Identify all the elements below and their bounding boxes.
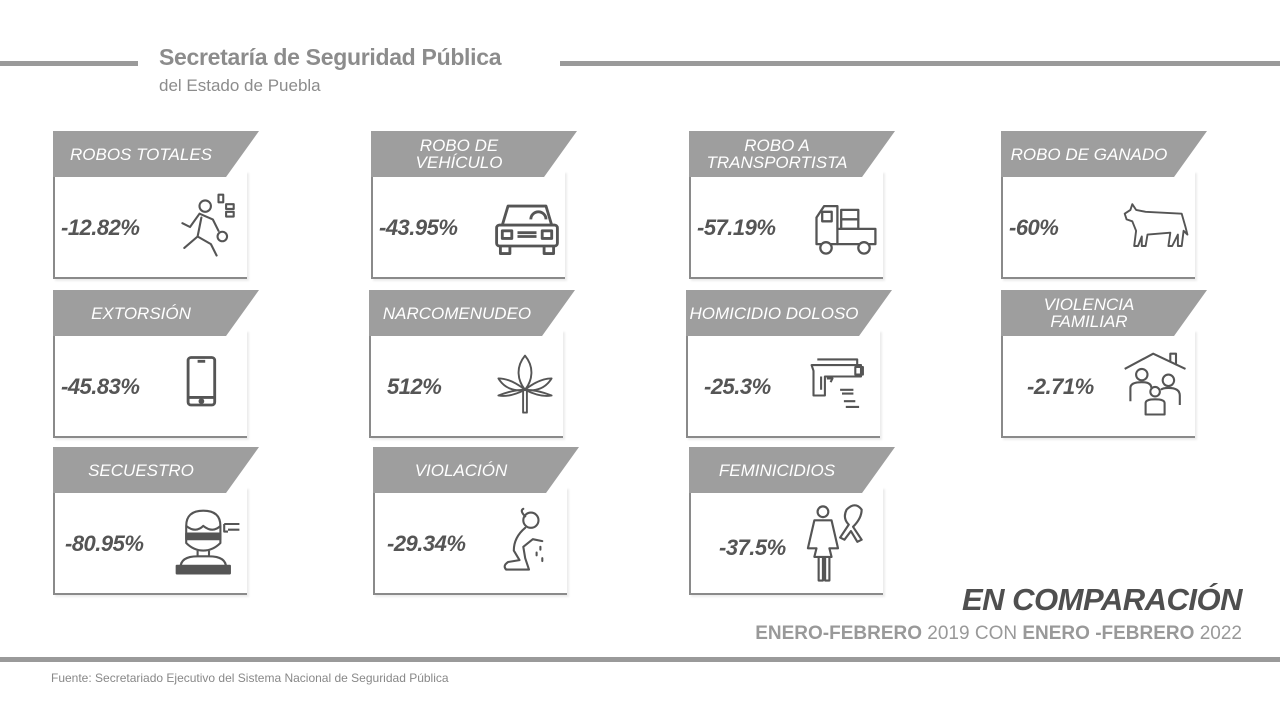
card-header: SECUESTRO (53, 447, 259, 493)
card-body (689, 171, 883, 279)
page-title: Secretaría de Seguridad Pública (159, 44, 502, 70)
stat-card-violacion: VIOLACIÓN -29.34% (373, 447, 579, 597)
period1-months: ENERO-FEBRERO (755, 623, 922, 644)
stat-card-violencia-familiar: VIOLENCIA FAMILIAR -2.71% (1001, 290, 1207, 440)
card-value: -57.19% (697, 215, 776, 240)
card-body (369, 330, 563, 438)
pistol-icon (804, 348, 880, 424)
card-value: -12.82% (61, 215, 140, 240)
stat-card-extorsion: EXTORSIÓN -45.83% (53, 290, 259, 440)
card-label: ROBOS TOTALES (69, 144, 213, 164)
stat-card-narcomenudeo: NARCOMENUDEO 512% (369, 290, 575, 440)
card-header: FEMINICIDIOS (689, 447, 895, 493)
card-label: FEMINICIDIOS (718, 460, 836, 480)
card-label: EXTORSIÓN (91, 303, 191, 323)
kidnapped-person-icon (171, 505, 247, 581)
period2-year: 2022 (1199, 623, 1242, 644)
stat-card-robo-transportista: ROBO A TRANSPORTISTA -57.19% (689, 131, 895, 281)
stat-card-secuestro: SECUESTRO -80.95% (53, 447, 259, 597)
card-value: -29.34% (387, 531, 466, 556)
stat-card-feminicidios: FEMINICIDIOS -37.5% (689, 447, 895, 597)
card-label: VIOLENCIA FAMILIAR (1043, 295, 1135, 331)
card-body (1001, 330, 1195, 438)
page-subtitle: del Estado de Puebla (159, 76, 321, 95)
card-label: ROBO DE VEHÍCULO (415, 136, 503, 172)
card-body (53, 487, 247, 595)
kneeling-crying-person-icon (491, 505, 567, 581)
running-thief-icon (171, 189, 247, 265)
card-header: HOMICIDIO DOLOSO (686, 290, 892, 336)
card-header: EXTORSIÓN (53, 290, 259, 336)
card-value: -45.83% (61, 374, 140, 399)
card-value: -43.95% (379, 215, 458, 240)
card-header: ROBOS TOTALES (53, 131, 259, 177)
period1-year: 2019 (927, 623, 970, 644)
family-house-icon (1119, 348, 1195, 424)
card-value: 512% (387, 374, 442, 399)
card-body (1001, 171, 1195, 279)
period-connector: CON (974, 623, 1018, 644)
card-value: -80.95% (65, 531, 144, 556)
card-label: HOMICIDIO DOLOSO (689, 303, 859, 323)
card-label: VIOLACIÓN (414, 460, 508, 480)
card-value: -37.5% (719, 535, 786, 560)
smartphone-icon (171, 348, 247, 424)
stat-card-robo-vehiculo: ROBO DE VEHÍCULO -43.95% (371, 131, 577, 281)
card-header: NARCOMENUDEO (369, 290, 575, 336)
card-value: -60% (1009, 215, 1059, 240)
stat-card-homicidio-doloso: HOMICIDIO DOLOSO -25.3% (686, 290, 892, 440)
stat-card-robos-totales: ROBOS TOTALES -12.82% (53, 131, 259, 281)
card-header: VIOLACIÓN (373, 447, 579, 493)
comparison-title: EN COMPARACIÓN (961, 582, 1243, 617)
comparison-period: ENERO-FEBRERO 2019 CON ENERO -FEBRERO 20… (755, 623, 1242, 645)
source-footnote: Fuente: Secretariado Ejecutivo del Siste… (51, 671, 449, 685)
top-rule-right (560, 61, 1280, 66)
stat-card-robo-ganado: ROBO DE GANADO -60% (1001, 131, 1207, 281)
card-value: -2.71% (1027, 374, 1094, 399)
woman-ribbon-icon (795, 501, 881, 587)
truck-icon (807, 189, 883, 265)
card-label: NARCOMENUDEO (382, 303, 532, 323)
cow-icon (1119, 189, 1195, 265)
card-value: -25.3% (704, 374, 771, 399)
card-header: VIOLENCIA FAMILIAR (1001, 290, 1207, 336)
card-label: SECUESTRO (88, 460, 194, 480)
period2-months: ENERO -FEBRERO (1022, 623, 1195, 644)
card-body (686, 330, 880, 438)
card-body (689, 487, 883, 595)
card-header: ROBO DE VEHÍCULO (371, 131, 577, 177)
card-header: ROBO A TRANSPORTISTA (689, 131, 895, 177)
car-icon (489, 189, 565, 265)
bottom-rule (0, 657, 1280, 662)
cannabis-leaf-icon (487, 348, 563, 424)
card-label: ROBO DE GANADO (1010, 144, 1168, 164)
card-header: ROBO DE GANADO (1001, 131, 1207, 177)
card-label: ROBO A TRANSPORTISTA (706, 136, 848, 172)
top-rule-left (0, 61, 138, 66)
card-body (373, 487, 567, 595)
